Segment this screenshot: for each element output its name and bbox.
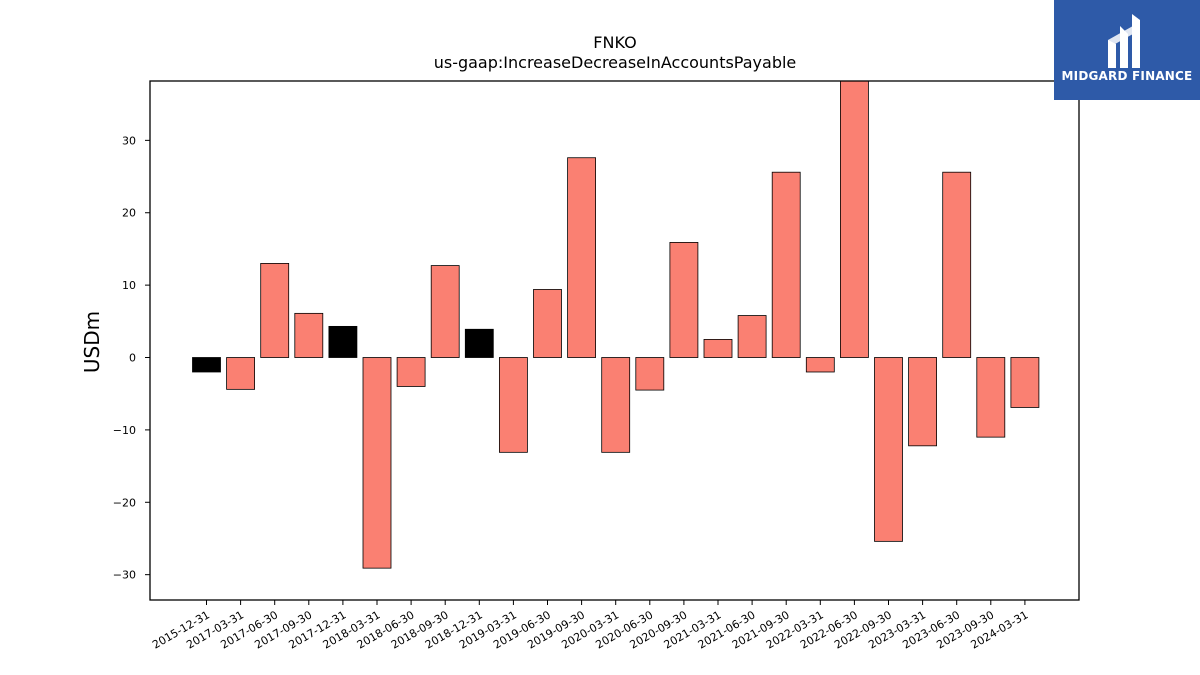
- y-tick-label: 20: [122, 207, 136, 220]
- bar-2021-03-31: [703, 339, 733, 358]
- midgard-logo-mark-icon: [1108, 14, 1140, 68]
- y-tick-label: 10: [122, 279, 136, 292]
- y-tick-label: −30: [113, 569, 136, 582]
- bar-2017-12-31: [328, 325, 358, 358]
- chart-title: FNKO: [593, 33, 636, 52]
- bar-2019-09-30: [567, 157, 596, 358]
- x-axis: 2015-12-312017-03-312017-06-302017-09-30…: [150, 600, 1030, 652]
- bar-2018-12-31: [464, 328, 494, 358]
- bar-2023-06-30: [942, 171, 972, 358]
- y-tick-label: −20: [113, 496, 136, 509]
- bar-2020-03-31: [601, 357, 631, 453]
- y-tick-label: 0: [129, 352, 136, 365]
- bar-2018-03-31: [362, 357, 392, 569]
- bar-2018-06-30: [396, 357, 426, 387]
- bar-2023-09-30: [976, 357, 1006, 438]
- y-tick-label: 30: [122, 134, 136, 147]
- bar-2022-09-30: [874, 357, 903, 542]
- bar-2022-03-31: [805, 357, 835, 373]
- bar-2019-03-31: [498, 357, 528, 453]
- bar-2020-09-30: [669, 242, 699, 358]
- plot-frame: [149, 80, 1080, 601]
- bar-2015-12-31: [192, 357, 221, 373]
- bar-2017-09-30: [294, 312, 324, 358]
- bar-2021-06-30: [737, 315, 767, 358]
- bar-2019-06-30: [533, 289, 562, 358]
- chart-subtitle: us-gaap:IncreaseDecreaseInAccountsPayabl…: [434, 53, 797, 72]
- bar-2022-06-30: [840, 80, 869, 358]
- midgard-finance-logo: MIDGARD FINANCE: [1054, 0, 1200, 100]
- bar-2020-06-30: [635, 357, 665, 391]
- bar-2024-03-31: [1010, 357, 1040, 408]
- bar-2017-03-31: [226, 357, 256, 390]
- y-axis-label: USDm: [80, 311, 104, 373]
- y-tick-label: −10: [113, 424, 136, 437]
- bar-2017-06-30: [260, 263, 290, 358]
- logo-text: MIDGARD FINANCE: [1061, 69, 1193, 83]
- y-axis: −30 −20 −10 0 10 20 30: [113, 134, 150, 582]
- bar-2021-09-30: [771, 171, 801, 358]
- bar-2023-03-31: [908, 357, 937, 447]
- bar-2018-09-30: [430, 265, 460, 358]
- bars-group: [192, 80, 1040, 569]
